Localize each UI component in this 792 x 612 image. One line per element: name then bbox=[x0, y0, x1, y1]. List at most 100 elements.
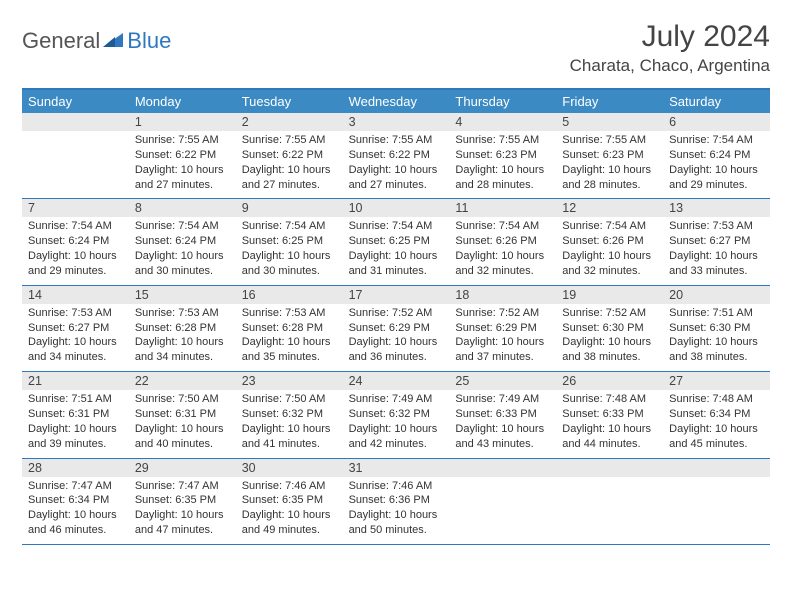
day-cell: 26Sunrise: 7:48 AMSunset: 6:33 PMDayligh… bbox=[556, 372, 663, 457]
daylight-text: Daylight: 10 hours and 36 minutes. bbox=[349, 335, 444, 365]
day-cell: 30Sunrise: 7:46 AMSunset: 6:35 PMDayligh… bbox=[236, 459, 343, 544]
sunset-text: Sunset: 6:35 PM bbox=[135, 493, 230, 508]
sunset-text: Sunset: 6:34 PM bbox=[669, 407, 764, 422]
sunset-text: Sunset: 6:30 PM bbox=[669, 321, 764, 336]
weekday-label: Saturday bbox=[663, 90, 770, 113]
day-cell: 9Sunrise: 7:54 AMSunset: 6:25 PMDaylight… bbox=[236, 199, 343, 284]
weekday-label: Friday bbox=[556, 90, 663, 113]
day-cell: 27Sunrise: 7:48 AMSunset: 6:34 PMDayligh… bbox=[663, 372, 770, 457]
daylight-text: Daylight: 10 hours and 32 minutes. bbox=[455, 249, 550, 279]
brand-part1: General bbox=[22, 28, 100, 54]
day-info: Sunrise: 7:55 AMSunset: 6:22 PMDaylight:… bbox=[343, 131, 450, 198]
week-row: 28Sunrise: 7:47 AMSunset: 6:34 PMDayligh… bbox=[22, 459, 770, 545]
day-cell: 28Sunrise: 7:47 AMSunset: 6:34 PMDayligh… bbox=[22, 459, 129, 544]
day-info: Sunrise: 7:49 AMSunset: 6:33 PMDaylight:… bbox=[449, 390, 556, 457]
day-cell: 13Sunrise: 7:53 AMSunset: 6:27 PMDayligh… bbox=[663, 199, 770, 284]
day-info: Sunrise: 7:52 AMSunset: 6:29 PMDaylight:… bbox=[343, 304, 450, 371]
daylight-text: Daylight: 10 hours and 27 minutes. bbox=[135, 163, 230, 193]
sunset-text: Sunset: 6:33 PM bbox=[562, 407, 657, 422]
daylight-text: Daylight: 10 hours and 38 minutes. bbox=[669, 335, 764, 365]
sunrise-text: Sunrise: 7:54 AM bbox=[242, 219, 337, 234]
day-number: 1 bbox=[129, 113, 236, 131]
sunset-text: Sunset: 6:22 PM bbox=[135, 148, 230, 163]
daylight-text: Daylight: 10 hours and 28 minutes. bbox=[455, 163, 550, 193]
sunset-text: Sunset: 6:32 PM bbox=[349, 407, 444, 422]
daylight-text: Daylight: 10 hours and 44 minutes. bbox=[562, 422, 657, 452]
day-info bbox=[663, 477, 770, 539]
day-info: Sunrise: 7:48 AMSunset: 6:33 PMDaylight:… bbox=[556, 390, 663, 457]
day-info: Sunrise: 7:54 AMSunset: 6:26 PMDaylight:… bbox=[556, 217, 663, 284]
daylight-text: Daylight: 10 hours and 31 minutes. bbox=[349, 249, 444, 279]
daylight-text: Daylight: 10 hours and 37 minutes. bbox=[455, 335, 550, 365]
day-cell: 20Sunrise: 7:51 AMSunset: 6:30 PMDayligh… bbox=[663, 286, 770, 371]
day-info: Sunrise: 7:53 AMSunset: 6:27 PMDaylight:… bbox=[663, 217, 770, 284]
day-cell: 16Sunrise: 7:53 AMSunset: 6:28 PMDayligh… bbox=[236, 286, 343, 371]
weeks-container: 1Sunrise: 7:55 AMSunset: 6:22 PMDaylight… bbox=[22, 113, 770, 545]
brand-logo: General Blue bbox=[22, 20, 171, 54]
daylight-text: Daylight: 10 hours and 29 minutes. bbox=[669, 163, 764, 193]
location-text: Charata, Chaco, Argentina bbox=[570, 56, 770, 76]
sunrise-text: Sunrise: 7:51 AM bbox=[669, 306, 764, 321]
day-info: Sunrise: 7:53 AMSunset: 6:28 PMDaylight:… bbox=[129, 304, 236, 371]
day-cell: 6Sunrise: 7:54 AMSunset: 6:24 PMDaylight… bbox=[663, 113, 770, 198]
day-cell: 31Sunrise: 7:46 AMSunset: 6:36 PMDayligh… bbox=[343, 459, 450, 544]
sunset-text: Sunset: 6:22 PM bbox=[349, 148, 444, 163]
day-number: 30 bbox=[236, 459, 343, 477]
day-info: Sunrise: 7:53 AMSunset: 6:27 PMDaylight:… bbox=[22, 304, 129, 371]
week-row: 1Sunrise: 7:55 AMSunset: 6:22 PMDaylight… bbox=[22, 113, 770, 199]
sunrise-text: Sunrise: 7:55 AM bbox=[562, 133, 657, 148]
day-cell bbox=[556, 459, 663, 544]
sunset-text: Sunset: 6:26 PM bbox=[455, 234, 550, 249]
weekday-header-row: Sunday Monday Tuesday Wednesday Thursday… bbox=[22, 90, 770, 113]
sunrise-text: Sunrise: 7:46 AM bbox=[242, 479, 337, 494]
day-info: Sunrise: 7:54 AMSunset: 6:24 PMDaylight:… bbox=[22, 217, 129, 284]
day-cell: 2Sunrise: 7:55 AMSunset: 6:22 PMDaylight… bbox=[236, 113, 343, 198]
sunrise-text: Sunrise: 7:55 AM bbox=[349, 133, 444, 148]
sunrise-text: Sunrise: 7:50 AM bbox=[242, 392, 337, 407]
day-info bbox=[22, 131, 129, 193]
day-cell: 3Sunrise: 7:55 AMSunset: 6:22 PMDaylight… bbox=[343, 113, 450, 198]
day-number: 8 bbox=[129, 199, 236, 217]
brand-triangle-icon bbox=[103, 31, 123, 52]
day-info: Sunrise: 7:50 AMSunset: 6:31 PMDaylight:… bbox=[129, 390, 236, 457]
day-number: 22 bbox=[129, 372, 236, 390]
day-cell: 23Sunrise: 7:50 AMSunset: 6:32 PMDayligh… bbox=[236, 372, 343, 457]
day-number: 21 bbox=[22, 372, 129, 390]
sunset-text: Sunset: 6:24 PM bbox=[135, 234, 230, 249]
sunset-text: Sunset: 6:29 PM bbox=[349, 321, 444, 336]
day-number: 24 bbox=[343, 372, 450, 390]
day-info: Sunrise: 7:54 AMSunset: 6:24 PMDaylight:… bbox=[663, 131, 770, 198]
day-info bbox=[556, 477, 663, 539]
calendar: Sunday Monday Tuesday Wednesday Thursday… bbox=[22, 88, 770, 545]
day-info: Sunrise: 7:54 AMSunset: 6:25 PMDaylight:… bbox=[236, 217, 343, 284]
day-info: Sunrise: 7:55 AMSunset: 6:22 PMDaylight:… bbox=[236, 131, 343, 198]
day-number: 12 bbox=[556, 199, 663, 217]
sunset-text: Sunset: 6:23 PM bbox=[455, 148, 550, 163]
day-cell: 7Sunrise: 7:54 AMSunset: 6:24 PMDaylight… bbox=[22, 199, 129, 284]
day-number: 4 bbox=[449, 113, 556, 131]
sunrise-text: Sunrise: 7:54 AM bbox=[349, 219, 444, 234]
day-info: Sunrise: 7:55 AMSunset: 6:23 PMDaylight:… bbox=[556, 131, 663, 198]
sunset-text: Sunset: 6:32 PM bbox=[242, 407, 337, 422]
header: General Blue July 2024 Charata, Chaco, A… bbox=[22, 20, 770, 76]
sunset-text: Sunset: 6:30 PM bbox=[562, 321, 657, 336]
sunset-text: Sunset: 6:22 PM bbox=[242, 148, 337, 163]
day-info: Sunrise: 7:47 AMSunset: 6:35 PMDaylight:… bbox=[129, 477, 236, 544]
daylight-text: Daylight: 10 hours and 46 minutes. bbox=[28, 508, 123, 538]
sunrise-text: Sunrise: 7:54 AM bbox=[455, 219, 550, 234]
day-number: 10 bbox=[343, 199, 450, 217]
day-number: 27 bbox=[663, 372, 770, 390]
day-info: Sunrise: 7:54 AMSunset: 6:26 PMDaylight:… bbox=[449, 217, 556, 284]
day-cell bbox=[663, 459, 770, 544]
day-number: 23 bbox=[236, 372, 343, 390]
day-number bbox=[22, 113, 129, 131]
daylight-text: Daylight: 10 hours and 33 minutes. bbox=[669, 249, 764, 279]
day-cell: 24Sunrise: 7:49 AMSunset: 6:32 PMDayligh… bbox=[343, 372, 450, 457]
day-cell: 12Sunrise: 7:54 AMSunset: 6:26 PMDayligh… bbox=[556, 199, 663, 284]
day-cell: 8Sunrise: 7:54 AMSunset: 6:24 PMDaylight… bbox=[129, 199, 236, 284]
day-cell bbox=[22, 113, 129, 198]
daylight-text: Daylight: 10 hours and 43 minutes. bbox=[455, 422, 550, 452]
sunset-text: Sunset: 6:24 PM bbox=[669, 148, 764, 163]
sunset-text: Sunset: 6:28 PM bbox=[242, 321, 337, 336]
sunrise-text: Sunrise: 7:49 AM bbox=[455, 392, 550, 407]
